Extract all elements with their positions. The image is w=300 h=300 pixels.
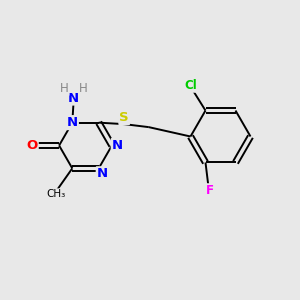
Text: O: O xyxy=(26,139,38,152)
Text: H: H xyxy=(79,82,88,95)
Text: CH₃: CH₃ xyxy=(46,189,65,199)
Text: N: N xyxy=(97,167,108,180)
Text: N: N xyxy=(68,92,80,104)
Text: F: F xyxy=(206,184,214,197)
Text: N: N xyxy=(67,116,78,129)
Text: N: N xyxy=(112,139,123,152)
Text: Cl: Cl xyxy=(184,79,197,92)
Text: H: H xyxy=(60,82,69,95)
Text: S: S xyxy=(119,111,129,124)
